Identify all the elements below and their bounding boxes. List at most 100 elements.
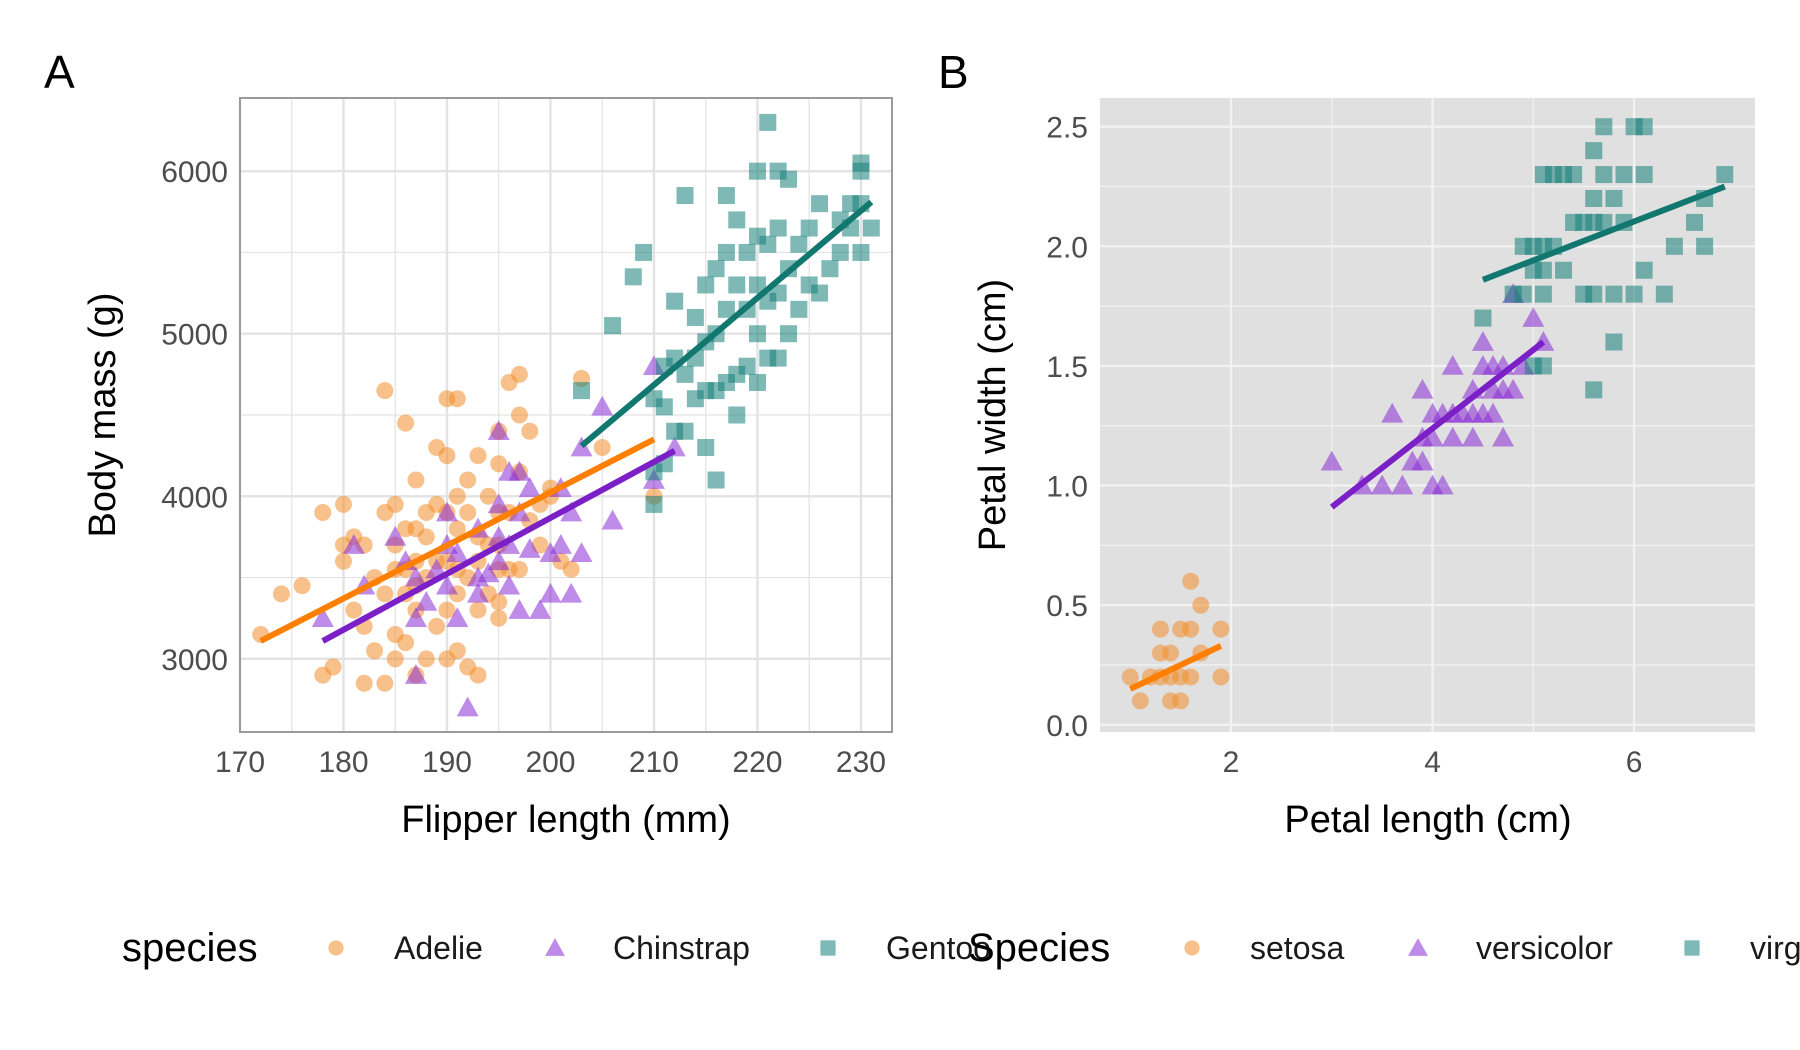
- legend-label-virginica: virginica: [1750, 930, 1800, 966]
- data-point-gentoo: [852, 154, 870, 172]
- legend-key-versicolor: [1408, 938, 1428, 956]
- data-point-versicolor: [1411, 450, 1434, 471]
- data-point-versicolor: [1421, 426, 1444, 447]
- data-point-versicolor: [1431, 474, 1454, 495]
- data-point-setosa: [1182, 668, 1200, 686]
- data-point-gentoo: [790, 300, 808, 318]
- data-point-gentoo: [862, 219, 880, 237]
- data-point-setosa: [1121, 668, 1139, 686]
- data-point-virginica: [1686, 213, 1704, 231]
- data-point-gentoo: [645, 495, 663, 513]
- data-point-gentoo: [738, 243, 756, 261]
- data-point-chinstrap: [591, 395, 614, 416]
- data-point-gentoo: [666, 292, 684, 310]
- data-point-chinstrap: [549, 534, 572, 554]
- data-point-versicolor: [1411, 378, 1434, 399]
- data-point-chinstrap: [456, 696, 479, 717]
- x-tick-label: 6: [1626, 746, 1643, 779]
- x-tick-label: 180: [318, 746, 368, 779]
- data-point-setosa: [1182, 572, 1200, 590]
- data-point-adelie: [438, 601, 456, 619]
- data-point-gentoo: [769, 284, 787, 302]
- data-point-versicolor: [1471, 331, 1494, 351]
- data-point-virginica: [1625, 285, 1643, 303]
- data-point-adelie: [345, 601, 363, 619]
- data-point-gentoo: [748, 276, 766, 294]
- data-point-chinstrap: [446, 542, 469, 562]
- data-point-setosa: [1192, 596, 1210, 614]
- data-point-gentoo: [748, 325, 766, 343]
- y-tick-label: 3000: [161, 644, 228, 677]
- data-point-chinstrap: [477, 562, 500, 583]
- data-point-chinstrap: [539, 542, 562, 562]
- legend-key-gentoo: [820, 940, 836, 956]
- legend-key-adelie: [328, 940, 344, 956]
- data-point-adelie: [334, 552, 352, 570]
- data-point-virginica: [1595, 118, 1613, 136]
- data-point-chinstrap: [570, 436, 593, 457]
- x-tick-label: 2: [1223, 746, 1240, 779]
- data-point-versicolor: [1381, 402, 1404, 423]
- data-point-setosa: [1162, 644, 1180, 662]
- data-point-virginica: [1665, 237, 1683, 255]
- data-point-gentoo: [738, 357, 756, 375]
- data-point-gentoo: [759, 113, 777, 131]
- data-point-gentoo: [728, 406, 746, 424]
- fit-line-chinstrap: [321, 448, 677, 644]
- data-point-adelie: [510, 406, 528, 424]
- data-point-adelie: [428, 617, 446, 635]
- data-point-gentoo: [624, 268, 642, 286]
- legend-a: species Adelie Chinstrap Gentoo: [122, 926, 991, 970]
- fit-line-gentoo: [579, 199, 874, 449]
- data-point-virginica: [1635, 261, 1653, 279]
- data-point-virginica: [1565, 166, 1583, 184]
- data-point-adelie: [490, 593, 508, 611]
- data-point-virginica: [1585, 142, 1603, 160]
- data-point-gentoo: [769, 349, 787, 367]
- data-point-adelie: [397, 634, 415, 652]
- data-point-adelie: [407, 471, 425, 489]
- data-point-virginica: [1534, 261, 1552, 279]
- y-tick-label: 6000: [161, 156, 228, 189]
- data-point-chinstrap: [498, 574, 521, 595]
- data-point-gentoo: [604, 317, 622, 335]
- data-point-adelie: [386, 650, 404, 668]
- data-point-chinstrap: [601, 509, 624, 530]
- data-point-adelie: [355, 674, 373, 692]
- data-point-chinstrap: [498, 534, 521, 554]
- data-point-versicolor: [1461, 426, 1484, 447]
- legend-title: species: [122, 926, 258, 970]
- data-point-chinstrap: [435, 501, 458, 522]
- x-tick-label: 200: [525, 746, 575, 779]
- data-point-versicolor: [1441, 426, 1464, 447]
- y-axis-title: Petal width (cm): [972, 279, 1014, 551]
- legend-label-gentoo: Gentoo: [886, 930, 991, 966]
- data-point-virginica: [1514, 285, 1532, 303]
- data-point-chinstrap: [539, 582, 562, 603]
- data-point-chinstrap: [446, 607, 469, 628]
- data-point-versicolor: [1522, 307, 1545, 327]
- data-point-chinstrap: [518, 538, 541, 558]
- data-point-virginica: [1635, 118, 1653, 136]
- data-point-virginica: [1605, 285, 1623, 303]
- data-point-virginica: [1605, 333, 1623, 351]
- data-point-gentoo: [728, 211, 746, 229]
- data-point-adelie: [593, 439, 611, 457]
- chart-panel-b: 2 4 6 0.0 0.5 1.0 1.5 2.0 2.5 Petal length (cm) Pe…: [972, 98, 1755, 841]
- data-point-adelie: [293, 577, 311, 595]
- data-point-gentoo: [707, 260, 725, 278]
- x-tick-label: 230: [836, 746, 886, 779]
- data-point-chinstrap: [487, 420, 510, 441]
- data-point-virginica: [1595, 166, 1613, 184]
- data-point-adelie: [459, 471, 477, 489]
- x-tick-label: 170: [215, 746, 265, 779]
- data-point-chinstrap: [404, 566, 427, 587]
- data-point-gentoo: [769, 219, 787, 237]
- data-point-chinstrap: [384, 525, 407, 546]
- y-tick-label: 2.0: [1046, 231, 1088, 264]
- data-point-virginica: [1585, 381, 1603, 399]
- y-tick-label: 2.5: [1046, 112, 1088, 145]
- data-point-chinstrap: [435, 574, 458, 595]
- data-point-adelie: [397, 414, 415, 432]
